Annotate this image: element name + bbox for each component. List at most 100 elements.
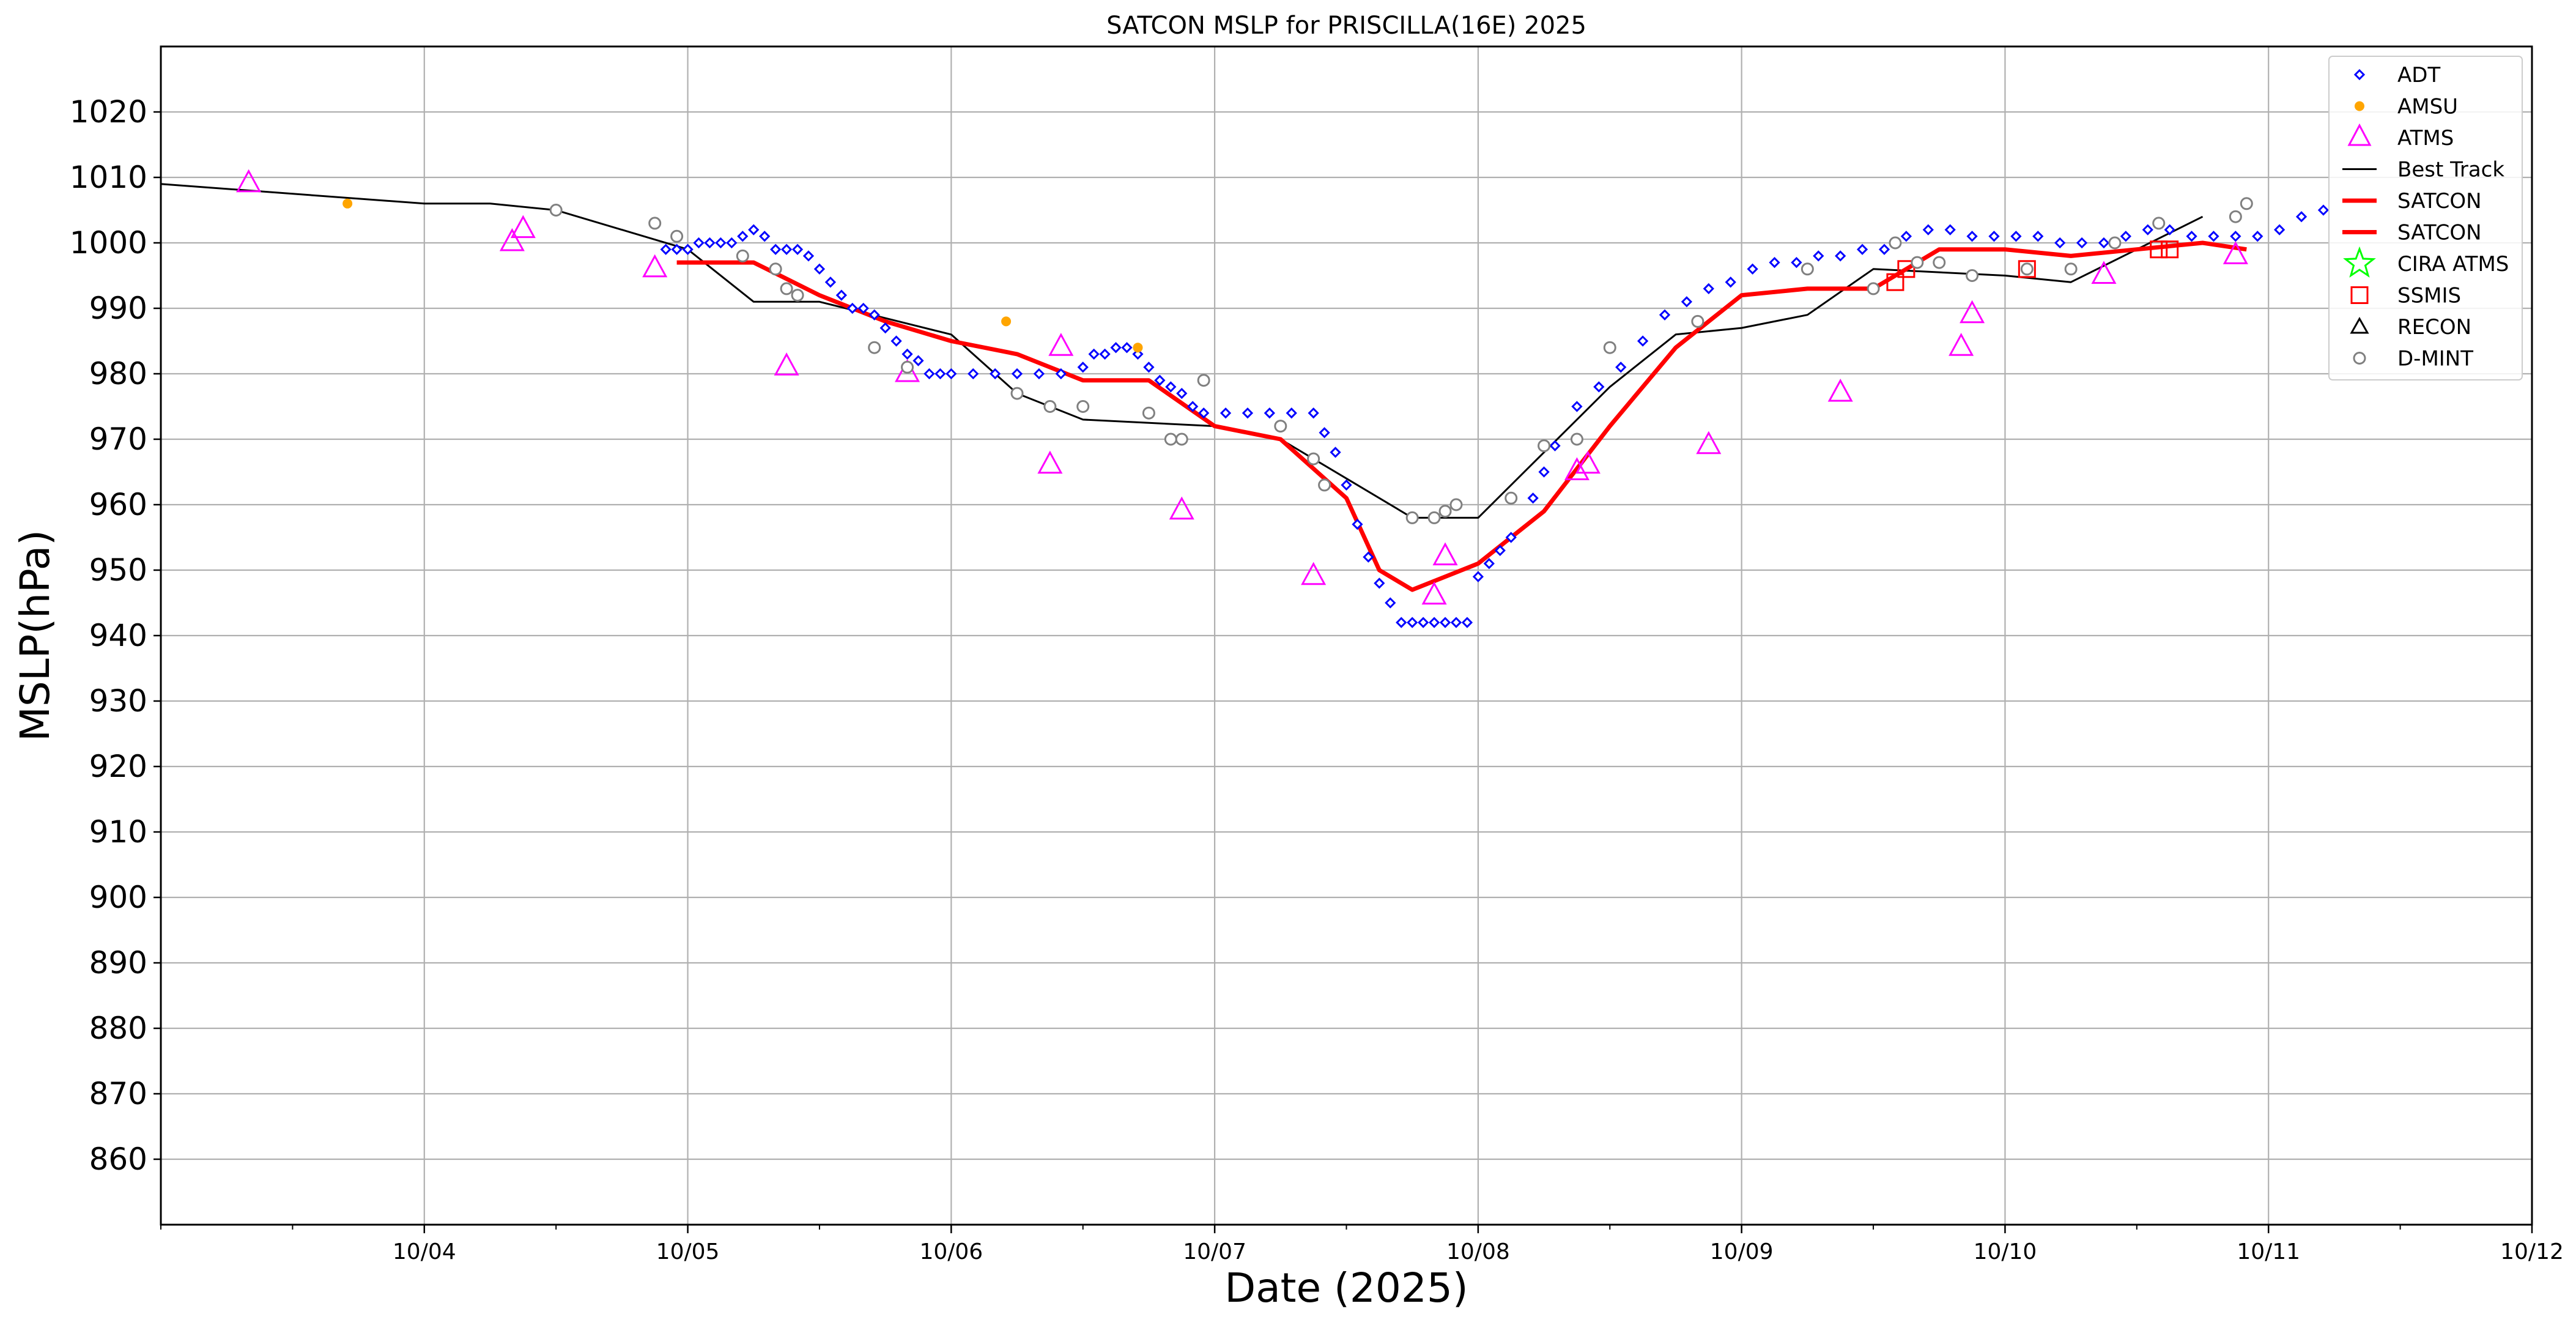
d-mint-point bbox=[1318, 478, 1331, 492]
adt-point bbox=[1176, 387, 1188, 399]
d-mint-point bbox=[2108, 236, 2122, 250]
legend-label: SATCON bbox=[2397, 221, 2482, 245]
adt-point bbox=[1769, 256, 1780, 269]
legend-triangle-icon bbox=[2350, 316, 2369, 334]
d-mint-point bbox=[1867, 282, 1880, 295]
y-tick-label: 1020 bbox=[70, 94, 147, 130]
adt-point bbox=[1835, 250, 1846, 262]
d-mint-point bbox=[1911, 256, 1924, 269]
adt-point bbox=[682, 243, 694, 255]
adt-point bbox=[2274, 224, 2285, 236]
adt-point bbox=[1505, 532, 1517, 543]
adt-point bbox=[1988, 231, 2000, 242]
adt-point bbox=[693, 237, 705, 249]
adt-point bbox=[704, 237, 716, 249]
legend-item: D-MINT bbox=[2353, 347, 2473, 371]
legend: ADT AMSU ATMS Best Track SATCON SATCON CIRA AT… bbox=[2328, 56, 2523, 380]
adt-point bbox=[1264, 407, 1275, 419]
adt-point bbox=[2208, 231, 2219, 242]
d-mint-point bbox=[780, 282, 793, 295]
adt-point bbox=[1143, 362, 1155, 373]
x-tick-label: 10/04 bbox=[393, 1239, 456, 1264]
y-tick-label: 980 bbox=[89, 356, 147, 392]
adt-point bbox=[879, 322, 891, 334]
adt-point bbox=[835, 289, 847, 301]
adt-point bbox=[1450, 617, 1462, 628]
y-axis-label: MSLP(hPa) bbox=[12, 530, 59, 741]
adt-point bbox=[813, 263, 826, 275]
atms-point bbox=[236, 169, 262, 193]
adt-point bbox=[1900, 231, 1912, 242]
d-mint-point bbox=[1570, 432, 1583, 446]
adt-point bbox=[1571, 401, 1583, 412]
d-mint-point bbox=[2064, 262, 2078, 276]
adt-point bbox=[1725, 277, 1736, 288]
atms-point bbox=[1048, 333, 1074, 356]
legend-item: SATCON bbox=[2342, 221, 2482, 245]
adt-point bbox=[1341, 479, 1352, 491]
d-mint-point bbox=[1076, 400, 1090, 413]
adt-point bbox=[1703, 283, 1714, 295]
atms-point bbox=[774, 352, 799, 376]
adt-point bbox=[1813, 250, 1824, 262]
x-tick-label: 10/11 bbox=[2237, 1239, 2300, 1264]
adt-point bbox=[1615, 362, 1627, 373]
adt-point bbox=[2098, 237, 2110, 249]
ssmis-point bbox=[1886, 273, 1904, 291]
adt-point bbox=[1187, 401, 1199, 412]
atms-point bbox=[895, 358, 920, 382]
adt-point bbox=[1856, 243, 1868, 255]
atms-point bbox=[499, 228, 525, 251]
adt-point bbox=[846, 302, 858, 314]
adt-point bbox=[1944, 224, 1956, 236]
y-tick-label: 920 bbox=[89, 749, 147, 784]
adt-point bbox=[1472, 571, 1484, 582]
d-mint-point bbox=[1966, 269, 1979, 282]
adt-point bbox=[1407, 617, 1418, 628]
d-mint-point bbox=[648, 217, 662, 230]
atms-point bbox=[1037, 450, 1063, 474]
adt-point bbox=[946, 368, 957, 380]
adt-point bbox=[748, 224, 760, 236]
adt-point bbox=[1681, 296, 1693, 308]
d-mint-point bbox=[1691, 314, 1704, 328]
d-mint-point bbox=[2229, 210, 2242, 223]
adt-point bbox=[1483, 558, 1495, 570]
d-mint-point bbox=[1307, 452, 1320, 466]
adt-point bbox=[1428, 617, 1440, 628]
adt-point bbox=[1747, 263, 1758, 275]
d-mint-point bbox=[901, 360, 914, 374]
adt-point bbox=[1011, 368, 1023, 380]
legend-star-icon bbox=[2343, 246, 2376, 278]
legend-diamond-icon bbox=[2353, 69, 2366, 81]
legend-item: Best Track bbox=[2342, 158, 2504, 182]
adt-point bbox=[1922, 224, 1934, 236]
y-tick-label: 1010 bbox=[70, 160, 147, 195]
amsu-point bbox=[1001, 316, 1012, 327]
adt-point bbox=[857, 302, 869, 314]
adt-point bbox=[1121, 342, 1133, 354]
adt-point bbox=[1593, 381, 1605, 393]
d-mint-point bbox=[1449, 498, 1463, 511]
adt-point bbox=[1319, 427, 1330, 439]
adt-point bbox=[901, 348, 913, 360]
adt-point bbox=[1791, 256, 1802, 269]
adt-point bbox=[2010, 231, 2022, 242]
legend-item: SSMIS bbox=[2350, 284, 2461, 308]
adt-point bbox=[1154, 374, 1166, 386]
adt-point bbox=[1198, 407, 1210, 419]
adt-point bbox=[1165, 381, 1177, 393]
legend-label: CIRA ATMS bbox=[2397, 252, 2509, 277]
adt-point bbox=[1308, 407, 1319, 419]
x-tick-label: 10/07 bbox=[1183, 1239, 1246, 1264]
adt-point bbox=[1461, 617, 1473, 628]
atms-point bbox=[1421, 581, 1447, 605]
atms-point bbox=[1960, 300, 1985, 324]
adt-point bbox=[726, 237, 738, 249]
y-tick-label: 990 bbox=[89, 291, 147, 326]
adt-point bbox=[1220, 407, 1232, 419]
d-mint-point bbox=[868, 341, 881, 354]
legend-label: ADT bbox=[2397, 63, 2440, 87]
d-mint-point bbox=[2240, 197, 2253, 210]
adt-point bbox=[1286, 407, 1297, 419]
